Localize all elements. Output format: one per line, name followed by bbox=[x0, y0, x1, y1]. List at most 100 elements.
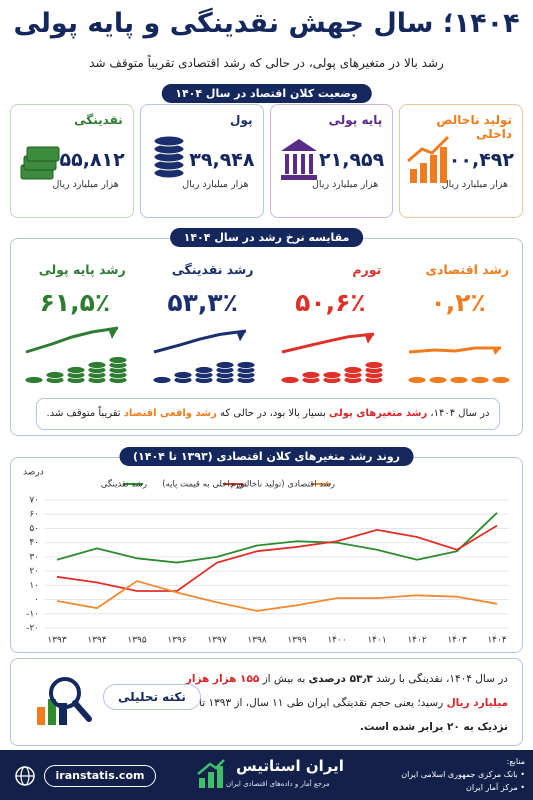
y-tick-label: ۲۰ bbox=[29, 567, 39, 577]
x-tick-label: ۱۴۰۲ bbox=[407, 636, 427, 646]
x-tick-label: ۱۳۹۷ bbox=[207, 636, 227, 646]
trend-arrow bbox=[281, 332, 374, 354]
growth-label: تورم bbox=[352, 262, 382, 277]
highlight: ۵۳٫۳ درصدی bbox=[308, 673, 373, 685]
arrow-head bbox=[364, 334, 374, 344]
arrow-head bbox=[109, 328, 118, 339]
icon-part bbox=[407, 135, 450, 163]
trend-arrow bbox=[153, 329, 246, 354]
coin bbox=[322, 371, 341, 379]
arrow-head bbox=[492, 347, 502, 355]
globe-icon bbox=[15, 766, 35, 786]
subtitle: رشد بالا در متغیرهای پولی، در حالی که رش… bbox=[89, 56, 444, 70]
stat-cards: تولید ناخالص داخلی ۱۰۰,۴۹۲ هزار میلیارد ری… bbox=[10, 104, 523, 218]
stat-unit: هزار میلیارد ریال bbox=[182, 179, 249, 190]
stat-icon bbox=[20, 146, 60, 180]
source: • مرکز آمار ایران bbox=[465, 783, 525, 792]
y-tick-label: ۳۰ bbox=[29, 552, 39, 562]
website[interactable]: iranstatis.com bbox=[44, 765, 156, 787]
stat-card: پول ۳۹,۹۴۸ هزار میلیارد ریال bbox=[139, 104, 264, 218]
stat-label: پایه پولی bbox=[328, 113, 383, 127]
y-tick-label: ۶۰ bbox=[29, 510, 39, 520]
stat-value: ۱۵۵,۸۱۲ bbox=[47, 149, 125, 171]
coin bbox=[364, 361, 383, 369]
icon-part bbox=[430, 155, 438, 183]
coin bbox=[215, 361, 235, 369]
series-line bbox=[56, 580, 498, 612]
note-text: تقریباً متوقف شد. bbox=[46, 408, 124, 419]
trend-arrow bbox=[409, 346, 502, 354]
coin bbox=[449, 376, 469, 384]
icon-part bbox=[292, 154, 297, 174]
stat-icon bbox=[153, 135, 185, 179]
stat-label: پول bbox=[230, 113, 253, 127]
x-tick-label: ۱۴۰۳ bbox=[447, 636, 467, 646]
growth-card: تورم ۵۰,۶٪ bbox=[269, 244, 392, 390]
y-tick-label: -۱۰ bbox=[26, 609, 39, 619]
stat-icon bbox=[280, 139, 317, 180]
icon-part bbox=[153, 135, 185, 147]
stat-icon bbox=[407, 135, 450, 183]
y-axis-label: درصد bbox=[23, 468, 44, 478]
coin bbox=[301, 371, 320, 379]
text: در سال ۱۴۰۴، نقدینگی با رشد bbox=[372, 673, 508, 685]
brand-logo bbox=[197, 759, 225, 788]
page-title: ۱۴۰۴؛ سال جهش نقدینگی و پایه پولی bbox=[13, 8, 520, 39]
growth-label: رشد اقتصادی bbox=[425, 262, 509, 277]
text: رسید؛ یعنی حجم نقدینگی ایران طی ۱۱ سال، … bbox=[174, 697, 444, 709]
text: به بیش از bbox=[259, 673, 309, 685]
icon-part bbox=[284, 154, 289, 174]
legend-label: رشد اقتصادی (تولید ناخالص داخلی به قیمت … bbox=[162, 480, 335, 490]
x-tick-label: ۱۳۹۴ bbox=[87, 636, 107, 646]
brand-name: ایران استاتیس bbox=[236, 757, 344, 775]
x-tick-label: ۱۳۹۶ bbox=[167, 636, 187, 646]
stat-card: پایه پولی ۲۱,۹۵۹ هزار میلیارد ریال bbox=[269, 104, 394, 218]
section-title: مقایسه نرخ رشد در سال ۱۴۰۴ bbox=[169, 228, 364, 247]
x-tick-label: ۱۳۹۳ bbox=[47, 636, 67, 646]
icon-part bbox=[280, 139, 317, 151]
growth-value: ۰,۲٪ bbox=[430, 288, 486, 317]
arrow-head bbox=[236, 331, 246, 342]
coin bbox=[24, 376, 44, 384]
stat-value: ۲۱,۹۵۹ bbox=[319, 149, 385, 171]
source: • بانک مرکزی جمهوری اسلامی ایران bbox=[401, 770, 525, 779]
icon-part bbox=[410, 169, 418, 183]
analysis-text: در سال ۱۴۰۴، نقدینگی با رشد ۵۳٫۳ درصدی ب… bbox=[158, 667, 508, 739]
series-line bbox=[56, 524, 498, 592]
stat-unit: هزار میلیارد ریال bbox=[52, 179, 119, 190]
growth-cards: رشد اقتصادی ۰,۲٪ تورم ۵۰,۶٪ رشد نقدینگی ۵۳,۳٪… bbox=[14, 244, 519, 390]
analysis-tag: نکته تحلیلی bbox=[103, 684, 201, 710]
line-chart: درصد -۲۰ -۱۰ ۰ ۱۰ ۲۰ ۳۰ ۴۰ ۵۰ ۶۰ ۷۰ ۱۳۹۳ ۱۳۹۴ ۱۳۹۵ ۱۳۹… bbox=[23, 468, 509, 646]
coin bbox=[108, 356, 128, 364]
stat-value: ۳۹,۹۴۸ bbox=[189, 149, 255, 171]
growth-value: ۶۱,۵٪ bbox=[39, 288, 111, 317]
legend-label: تورم bbox=[231, 480, 248, 490]
coin bbox=[428, 376, 448, 384]
coin bbox=[407, 376, 427, 384]
growth-card: رشد پایه پولی ۶۱,۵٪ bbox=[14, 244, 136, 390]
y-tick-label: -۲۰ bbox=[26, 624, 39, 634]
coin bbox=[343, 366, 362, 374]
growth-label: رشد نقدینگی bbox=[171, 262, 254, 277]
coin bbox=[45, 371, 65, 379]
footer: منابع: • بانک مرکزی جمهوری اسلامی ایران … bbox=[0, 750, 533, 800]
highlight: نزدیک به ۲۰ برابر شده است. bbox=[359, 721, 508, 733]
stat-value: ۱۰۰,۴۹۲ bbox=[437, 149, 514, 171]
growth-icon bbox=[407, 346, 511, 384]
note-text: بسیار بالا بود، در حالی که bbox=[216, 408, 329, 419]
stat-label: نقدینگی bbox=[74, 113, 123, 127]
note-highlight: رشد واقعی اقتصاد bbox=[123, 408, 217, 419]
coin bbox=[280, 376, 299, 384]
y-tick-label: ۰ bbox=[34, 595, 39, 605]
stat-card: تولید ناخالص داخلی ۱۰۰,۴۹۲ هزار میلیارد ری… bbox=[399, 104, 523, 218]
x-tick-label: ۱۴۰۴ bbox=[487, 636, 507, 646]
coin bbox=[194, 366, 214, 374]
series-line bbox=[56, 512, 498, 564]
icon-part bbox=[26, 146, 60, 162]
growth-icon bbox=[152, 329, 256, 384]
sources: منابع: • بانک مرکزی جمهوری اسلامی ایران … bbox=[401, 755, 525, 794]
chart-panel: درصد -۲۰ -۱۰ ۰ ۱۰ ۲۰ ۳۰ ۴۰ ۵۰ ۶۰ ۷۰ ۱۳۹۳ ۱۳۹۴ ۱۳۹۵ ۱۳۹… bbox=[10, 457, 523, 653]
coin bbox=[173, 371, 193, 379]
y-tick-label: ۴۰ bbox=[29, 538, 39, 548]
